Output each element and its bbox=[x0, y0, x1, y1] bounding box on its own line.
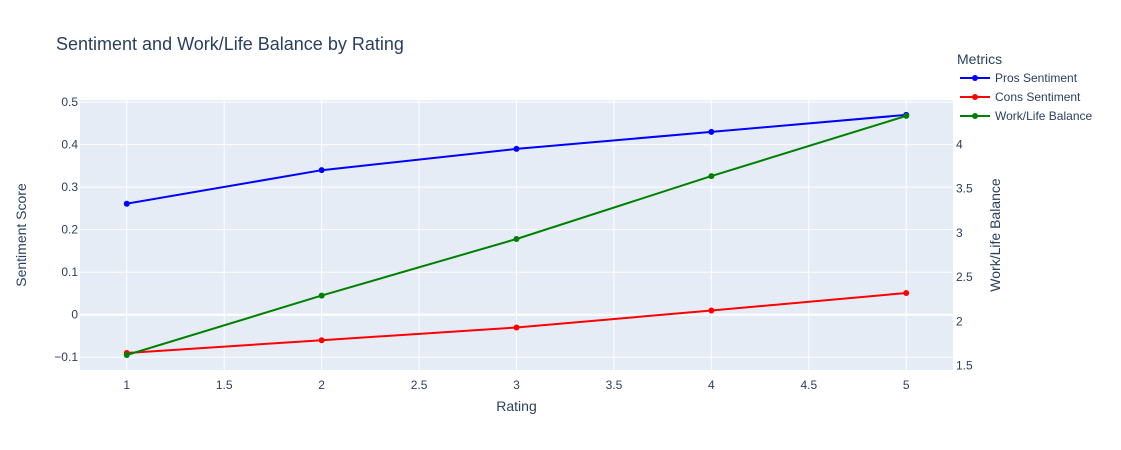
legend-item-cons-sentiment[interactable]: Cons Sentiment bbox=[960, 90, 1081, 104]
x-tick-label: 2 bbox=[318, 378, 325, 392]
x-tick-label: 1.5 bbox=[216, 378, 233, 392]
cons-sentiment-point bbox=[513, 324, 520, 331]
work-life-balance-point bbox=[123, 351, 130, 358]
work-life-balance-point bbox=[513, 235, 520, 242]
legend-label: Work/Life Balance bbox=[995, 109, 1092, 123]
cons-sentiment-point bbox=[708, 307, 715, 314]
y-tick-label: 0.2 bbox=[61, 223, 78, 237]
pros-sentiment-point bbox=[123, 200, 130, 207]
y-axis-title: Sentiment Score bbox=[13, 183, 29, 287]
work-life-balance-point bbox=[903, 112, 910, 119]
legend-marker bbox=[972, 75, 978, 81]
y2-tick-label: 2.5 bbox=[956, 270, 973, 284]
cons-sentiment-point bbox=[903, 290, 910, 297]
x-tick-label: 4 bbox=[708, 378, 715, 392]
legend-label: Cons Sentiment bbox=[995, 90, 1081, 104]
pros-sentiment-point bbox=[513, 145, 520, 152]
y-tick-label: 0.3 bbox=[61, 180, 78, 194]
x-tick-label: 3.5 bbox=[606, 378, 623, 392]
pros-sentiment-point bbox=[708, 128, 715, 135]
legend-label: Pros Sentiment bbox=[995, 71, 1078, 85]
cons-sentiment-point bbox=[318, 337, 325, 344]
x-axis-ticks: 1 1.5 2 2.5 3 3.5 4 4.5 5 bbox=[123, 378, 909, 392]
y2-tick-label: 4 bbox=[956, 137, 963, 151]
y-tick-label: 0 bbox=[71, 308, 78, 322]
legend-marker bbox=[972, 94, 978, 100]
y2-tick-label: 1.5 bbox=[956, 359, 973, 373]
legend-item-work-life-balance[interactable]: Work/Life Balance bbox=[960, 109, 1092, 123]
legend-item-pros-sentiment[interactable]: Pros Sentiment bbox=[960, 71, 1078, 85]
x-tick-label: 3 bbox=[513, 378, 520, 392]
pros-sentiment-point bbox=[318, 167, 325, 174]
chart-title: Sentiment and Work/Life Balance by Ratin… bbox=[56, 34, 404, 54]
y-tick-label: 0.4 bbox=[61, 138, 78, 152]
x-tick-label: 5 bbox=[903, 378, 910, 392]
grid-lines bbox=[80, 100, 953, 370]
legend-title: Metrics bbox=[957, 51, 1002, 67]
y2-axis-ticks: 1.5 2 2.5 3 3.5 4 bbox=[956, 137, 973, 372]
x-tick-label: 2.5 bbox=[411, 378, 428, 392]
y-tick-label: 0.1 bbox=[61, 265, 78, 279]
y2-axis-title: Work/Life Balance bbox=[987, 178, 1003, 292]
series-work-life-balance bbox=[123, 112, 910, 358]
y2-tick-label: 2 bbox=[956, 314, 963, 328]
legend-marker bbox=[972, 113, 978, 119]
series-layer bbox=[123, 111, 910, 358]
x-tick-label: 1 bbox=[123, 378, 130, 392]
work-life-balance-point bbox=[318, 292, 325, 299]
x-tick-label: 4.5 bbox=[800, 378, 817, 392]
x-axis-title: Rating bbox=[496, 398, 536, 414]
y2-tick-label: 3.5 bbox=[956, 182, 973, 196]
legend: Metrics Pros Sentiment Cons Sentiment Work… bbox=[957, 51, 1092, 123]
y-tick-label: 0.5 bbox=[61, 95, 78, 109]
work-life-balance-point bbox=[708, 173, 715, 180]
series-pros-sentiment bbox=[123, 111, 910, 207]
y2-tick-label: 3 bbox=[956, 226, 963, 240]
y-tick-label: −0.1 bbox=[54, 350, 78, 364]
y-axis-ticks: −0.1 0 0.1 0.2 0.3 0.4 0.5 bbox=[54, 95, 78, 364]
